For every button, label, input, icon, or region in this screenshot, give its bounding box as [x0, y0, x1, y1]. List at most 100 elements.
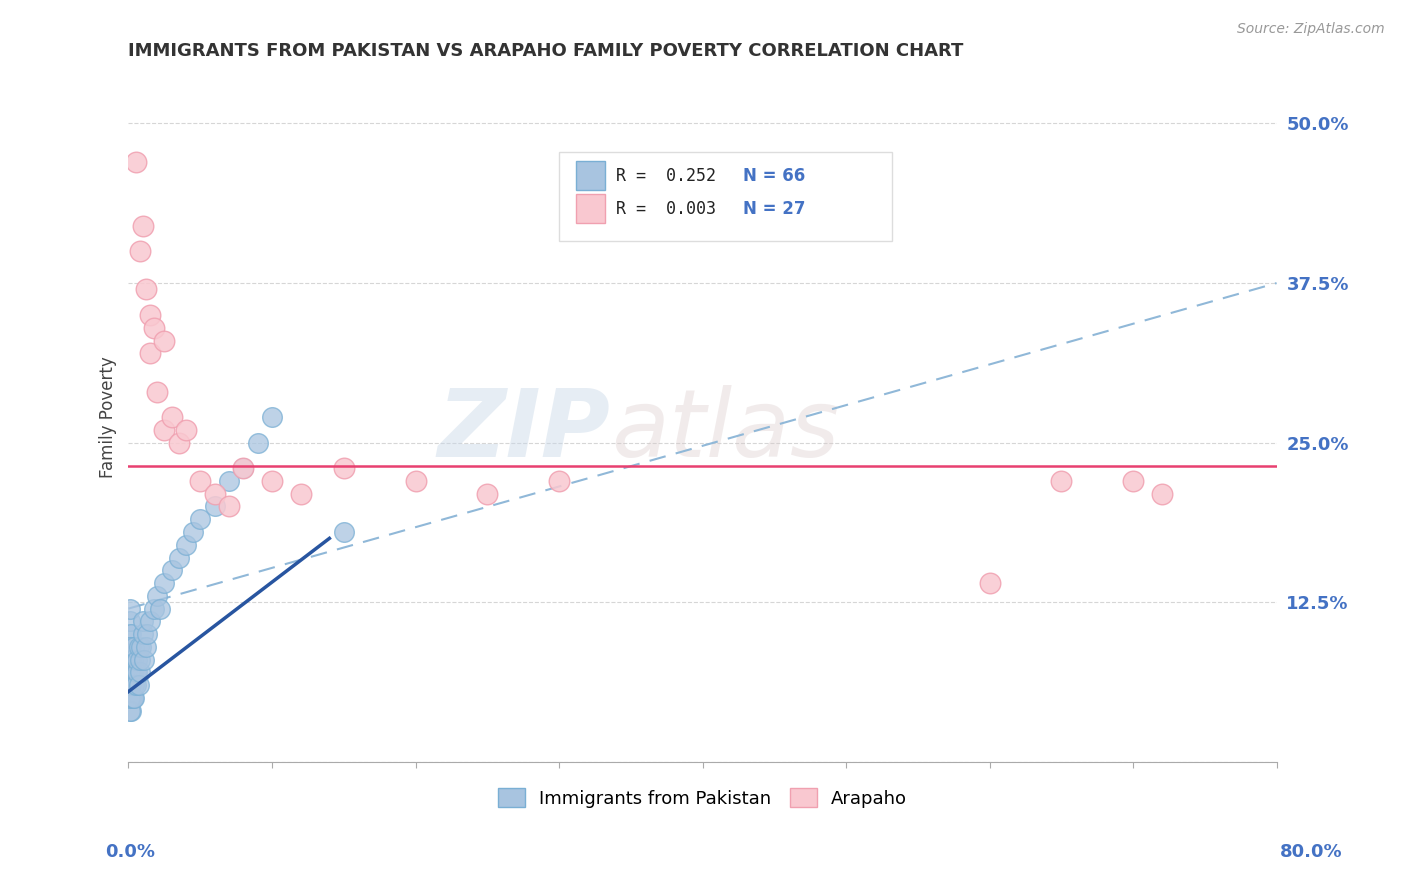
Point — [118, 665, 141, 680]
Point — [121, 690, 143, 705]
Point — [188, 512, 211, 526]
Point — [139, 308, 162, 322]
Point — [167, 435, 190, 450]
Point — [118, 690, 141, 705]
Point — [118, 678, 141, 692]
Point — [118, 704, 141, 718]
Point — [1122, 474, 1144, 488]
Point — [477, 486, 499, 500]
Text: N = 66: N = 66 — [742, 167, 806, 185]
Point — [153, 576, 176, 591]
Point — [1150, 486, 1173, 500]
Point — [232, 461, 254, 475]
Point — [548, 474, 571, 488]
Point — [260, 474, 283, 488]
Point — [118, 653, 141, 667]
Text: N = 27: N = 27 — [742, 200, 806, 218]
Point — [332, 461, 354, 475]
Point — [122, 678, 145, 692]
Point — [174, 423, 197, 437]
Point — [136, 627, 159, 641]
Text: IMMIGRANTS FROM PAKISTAN VS ARAPAHO FAMILY POVERTY CORRELATION CHART: IMMIGRANTS FROM PAKISTAN VS ARAPAHO FAMI… — [128, 42, 965, 60]
Point — [246, 435, 269, 450]
Point — [146, 589, 169, 603]
Point — [131, 640, 153, 654]
Point — [160, 410, 183, 425]
Point — [120, 690, 142, 705]
Point — [118, 678, 141, 692]
Point — [232, 461, 254, 475]
Point — [160, 563, 183, 577]
Y-axis label: Family Poverty: Family Poverty — [100, 356, 117, 478]
Point — [118, 640, 141, 654]
Point — [120, 640, 142, 654]
Point — [120, 678, 142, 692]
Text: ZIP: ZIP — [437, 384, 610, 477]
Point — [118, 640, 141, 654]
Text: atlas: atlas — [610, 385, 839, 476]
Point — [134, 653, 156, 667]
Point — [128, 640, 150, 654]
Point — [118, 601, 141, 615]
Point — [146, 384, 169, 399]
Point — [218, 500, 240, 514]
Point — [118, 653, 141, 667]
Point — [132, 627, 155, 641]
Point — [120, 653, 142, 667]
Text: Source: ZipAtlas.com: Source: ZipAtlas.com — [1237, 22, 1385, 37]
Point — [118, 678, 141, 692]
Point — [149, 601, 172, 615]
Text: 80.0%: 80.0% — [1279, 843, 1343, 861]
Point — [120, 627, 142, 641]
Point — [120, 690, 142, 705]
Point — [120, 665, 142, 680]
Point — [121, 665, 143, 680]
Point — [124, 665, 146, 680]
Point — [167, 550, 190, 565]
Text: R =  0.003: R = 0.003 — [616, 200, 717, 218]
Point — [118, 678, 141, 692]
Point — [121, 665, 143, 680]
Point — [135, 282, 157, 296]
Point — [204, 500, 226, 514]
Point — [129, 665, 152, 680]
Point — [204, 486, 226, 500]
Point — [132, 615, 155, 629]
Point — [139, 615, 162, 629]
Point — [132, 219, 155, 233]
Point — [125, 653, 148, 667]
Legend: Immigrants from Pakistan, Arapaho: Immigrants from Pakistan, Arapaho — [491, 781, 914, 814]
Point — [128, 678, 150, 692]
Point — [120, 653, 142, 667]
Point — [188, 474, 211, 488]
Point — [1050, 474, 1073, 488]
Point — [332, 524, 354, 539]
Point — [153, 423, 176, 437]
FancyBboxPatch shape — [576, 161, 605, 190]
Point — [260, 410, 283, 425]
Text: 0.0%: 0.0% — [105, 843, 156, 861]
Point — [118, 627, 141, 641]
Point — [122, 690, 145, 705]
Point — [121, 690, 143, 705]
Point — [143, 601, 166, 615]
Point — [135, 640, 157, 654]
Point — [979, 576, 1001, 591]
Point — [139, 346, 162, 360]
Point — [121, 653, 143, 667]
Point — [174, 538, 197, 552]
Point — [405, 474, 427, 488]
Point — [129, 244, 152, 259]
Point — [153, 334, 176, 348]
Point — [181, 524, 204, 539]
Point — [118, 615, 141, 629]
Point — [125, 665, 148, 680]
Point — [120, 653, 142, 667]
Point — [124, 154, 146, 169]
FancyBboxPatch shape — [576, 194, 605, 223]
FancyBboxPatch shape — [560, 152, 891, 242]
Point — [120, 704, 142, 718]
Point — [143, 320, 166, 334]
Point — [118, 690, 141, 705]
Point — [118, 640, 141, 654]
